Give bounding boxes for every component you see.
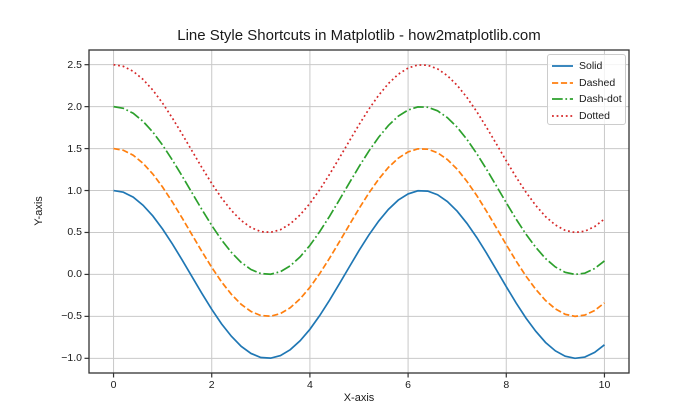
legend-label: Solid — [579, 60, 603, 73]
y-tick-label: 0.0 — [67, 268, 82, 281]
legend-line-sample — [552, 65, 573, 68]
legend-line-sample — [552, 98, 573, 101]
x-tick-label: 6 — [405, 379, 411, 391]
y-tick-label: 1.0 — [67, 184, 82, 197]
axis-spines — [88, 49, 630, 374]
x-tick-label: 4 — [306, 379, 313, 391]
x-tick-label: 2 — [208, 379, 215, 391]
series-line-dashed — [113, 147, 605, 318]
series-line-dash-dot — [113, 105, 605, 276]
legend-label: Dotted — [579, 109, 610, 122]
series-line-solid — [113, 189, 605, 360]
legend-item: Dashed — [552, 75, 621, 92]
y-tick-label: 2.0 — [67, 100, 82, 113]
x-tick-label: 0 — [110, 379, 117, 391]
y-tick-label: 1.5 — [67, 142, 82, 155]
legend-line-sample — [552, 81, 573, 84]
x-tick-label: 8 — [503, 379, 510, 391]
legend-item: Solid — [552, 58, 621, 75]
legend-label: Dashed — [579, 76, 616, 89]
y-tick-label: −0.5 — [61, 310, 82, 323]
legend-item: Dash-dot — [552, 91, 622, 108]
legend-item: Dotted — [552, 108, 621, 125]
y-axis-label: Y-axis — [33, 196, 45, 226]
y-tick-label: 2.5 — [67, 58, 82, 71]
y-tick-label: 0.5 — [67, 226, 82, 239]
legend-line-sample — [552, 114, 573, 117]
chart-title: Line Style Shortcuts in Matplotlib - how… — [177, 27, 541, 44]
x-tick-label: 10 — [598, 379, 611, 391]
legend-label: Dash-dot — [579, 93, 622, 106]
legend: Solid Dashed Dash-dot Dotted — [547, 54, 626, 125]
x-axis-label: X-axis — [343, 392, 375, 404]
y-tick-label: −1.0 — [61, 352, 82, 365]
